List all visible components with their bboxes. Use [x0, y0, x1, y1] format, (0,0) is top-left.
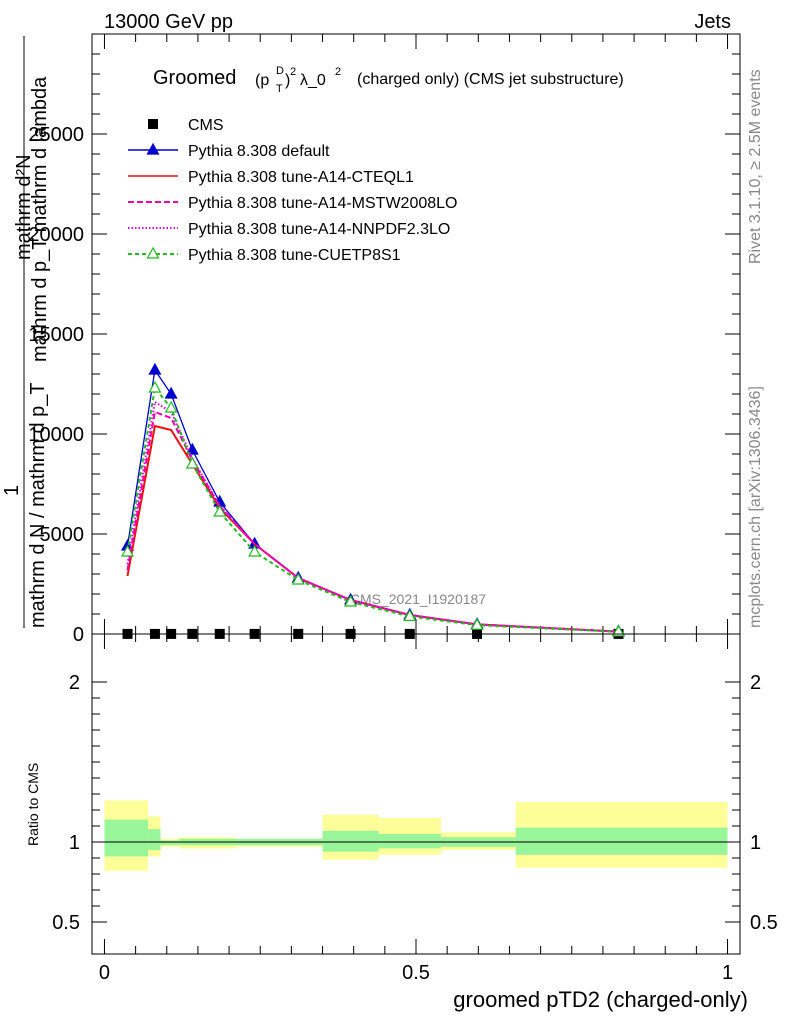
series-marker-cuetp	[164, 400, 178, 413]
series-marker-default	[185, 442, 199, 455]
legend: CMS Pythia 8.308 default Pythia 8.308 tune…	[128, 117, 457, 264]
legend-label-cuetp: Pythia 8.308 tune-CUETP8S1	[188, 247, 401, 264]
series-marker-cuetp	[148, 380, 162, 393]
title-sub-t: T	[276, 83, 283, 95]
legend-marker-default	[146, 142, 160, 155]
legend-label-mstw: Pythia 8.308 tune-A14-MSTW2008LO	[188, 195, 457, 212]
plot-title: Groomed (p D T ) 2 λ_0 2 (charged only) …	[153, 65, 624, 95]
ratio-y-tick-label: 2	[69, 672, 80, 694]
series-marker-default	[164, 386, 178, 399]
header-energy: 13000 GeV pp	[104, 11, 233, 33]
legend-label-default: Pythia 8.308 default	[188, 143, 330, 160]
ratio-panel-frame	[91, 633, 741, 955]
y-tick-label: 25000	[28, 124, 84, 146]
ratio-band-inner	[378, 834, 441, 849]
y-tick-label: 0	[73, 624, 84, 646]
main-data	[121, 362, 626, 639]
ylabel-frac-denominator: mathrm d N / mathrm d p_T	[27, 382, 49, 628]
ylabel-frac-numerator: 1	[1, 485, 23, 496]
rivet-version-label: Rivet 3.1.10, ≥ 2.5M events	[747, 69, 764, 264]
ratio-bands	[92, 800, 740, 871]
main-ticks: 0 5000 10000 15000 20000 25000	[28, 34, 740, 646]
ratio-band-inner	[148, 829, 161, 850]
ratio-y-label: Ratio to CMS	[25, 763, 41, 846]
legend-label-cms: CMS	[188, 117, 224, 134]
legend-marker-cms	[148, 119, 158, 129]
analysis-watermark: CMS_2021_I1920187	[350, 591, 486, 607]
ratio-band-inner	[104, 819, 149, 857]
main-panel: 0 5000 10000 15000 20000 25000 CMS_2021_I1920…	[28, 33, 741, 646]
title-sup-d: D	[276, 65, 284, 77]
ratio-band-inner	[515, 827, 728, 855]
ratio-band-inner	[322, 830, 379, 852]
ratio-band-inner	[160, 840, 180, 846]
series-marker-cuetp	[291, 572, 305, 585]
series-marker-cuetp	[213, 504, 227, 517]
ratio-y-tick-label-right: 2	[750, 672, 761, 694]
y-tick-label: 20000	[28, 224, 84, 246]
title-rest: (charged only) (CMS jet substructure)	[357, 71, 624, 88]
series-marker-cuetp	[611, 624, 626, 637]
main-y-axis-label: mathrm d²N mathrm d p_T mathrm d lambda …	[1, 36, 51, 628]
title-lambda: λ_0	[300, 72, 326, 89]
ratio-y-tick-label-right: 0.5	[750, 912, 778, 934]
series-marker-cuetp	[470, 617, 484, 630]
series-line-nnpdf	[126, 400, 619, 633]
y-tick-label: 10000	[28, 424, 84, 446]
ratio-panel: 0.5 0.5 1 1 2 2 0 0.5 1	[52, 633, 778, 984]
y-tick-label: 15000	[28, 324, 84, 346]
x-tick-label: 1	[722, 962, 733, 984]
series-marker-cuetp	[344, 594, 358, 607]
series-marker-cuetp	[248, 544, 262, 557]
x-tick-label: 0.5	[402, 962, 430, 984]
title-paren-p: (p	[255, 72, 269, 89]
legend-label-nnpdf: Pythia 8.308 tune-A14-NNPDF2.3LO	[188, 221, 450, 238]
legend-label-cteql1: Pythia 8.308 tune-A14-CTEQL1	[188, 169, 414, 186]
ratio-y-tick-label-right: 1	[750, 832, 761, 854]
x-tick-label: 0	[99, 962, 110, 984]
series-marker-default	[148, 362, 162, 375]
ratio-y-tick-label: 1	[69, 832, 80, 854]
ratio-ticks: 0.5 0.5 1 1 2 2 0 0.5 1	[52, 634, 778, 984]
ratio-y-tick-label: 0.5	[52, 912, 80, 934]
mcplots-label: mcplots.cern.ch [arXiv:1306.3436]	[747, 386, 764, 628]
header-jets: Jets	[694, 11, 731, 33]
y-tick-label: 5000	[40, 524, 85, 546]
ylabel-dpt-dlambda: mathrm d p_T mathrm d lambda	[29, 76, 51, 362]
series-marker-cuetp	[121, 544, 135, 557]
x-axis-label: groomed pTD2 (charged-only)	[453, 987, 748, 1012]
legend-marker-cuetp	[146, 246, 160, 259]
series-marker-cuetp	[185, 456, 199, 469]
title-paren-close: )	[285, 72, 290, 89]
title-groomed: Groomed	[153, 67, 236, 89]
series-marker-cuetp	[403, 609, 417, 622]
title-square-2: 2	[335, 66, 341, 78]
title-square: 2	[290, 66, 296, 78]
